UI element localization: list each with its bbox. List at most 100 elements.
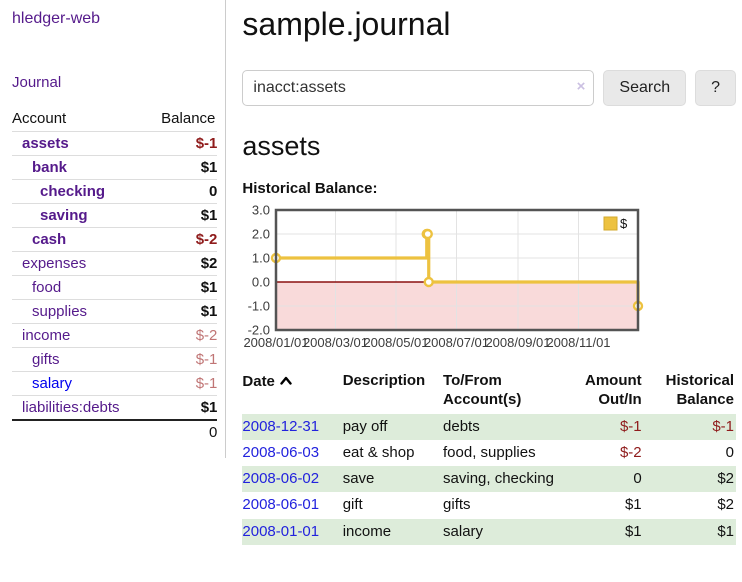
account-row: salary $-1 xyxy=(12,371,218,396)
account-balance: $-1 xyxy=(146,371,218,396)
data-point xyxy=(422,228,434,240)
transaction-balance: 0 xyxy=(725,443,734,461)
account-link-income[interactable]: income xyxy=(22,327,71,344)
account-row: gifts $-1 xyxy=(12,347,218,372)
y-tick-label: 3.0 xyxy=(252,203,270,218)
account-row: saving $1 xyxy=(12,203,218,228)
transaction-description: pay off xyxy=(342,413,444,440)
amount-header-line1: Amount xyxy=(585,372,642,389)
transaction-row: 2008-06-01 gift gifts $1 $2 xyxy=(242,492,736,518)
transaction-accounts: gifts xyxy=(443,496,471,514)
register-header-accounts: To/From Account(s) xyxy=(443,369,565,414)
transaction-balance: $1 xyxy=(643,518,736,545)
search-input[interactable] xyxy=(242,70,595,106)
register-header-description: Description xyxy=(342,372,426,389)
clear-search-icon[interactable]: × xyxy=(576,78,586,95)
accounts-header-row: Account Balance xyxy=(12,107,217,132)
y-tick-label: -1.0 xyxy=(248,299,270,314)
x-tick-label: 2008/11/01 xyxy=(547,335,611,350)
y-tick-label: 2.0 xyxy=(252,227,270,242)
data-point xyxy=(423,276,435,288)
search-box: × xyxy=(242,70,595,106)
account-balance: $-1 xyxy=(146,347,218,372)
transaction-amount: $-2 xyxy=(619,443,642,461)
account-balance: $1 xyxy=(146,155,218,180)
transaction-accounts: debts xyxy=(443,413,566,440)
transaction-accounts: saving, checking xyxy=(443,466,566,493)
sidebar: hledger-web Journal Account Balance asse… xyxy=(0,0,227,458)
transaction-amount: 0 xyxy=(565,466,644,493)
x-tick-label: 2008/09/01 xyxy=(486,335,551,350)
account-link-assets[interactable]: assets xyxy=(22,135,69,152)
account-row: income $-2 xyxy=(12,323,218,348)
register-table: Date Description To/From Account(s) Amou… xyxy=(242,369,736,545)
account-balance: $-1 xyxy=(146,131,218,156)
account-row: checking 0 xyxy=(12,179,218,204)
help-button[interactable]: ? xyxy=(695,70,736,106)
sidebar-item-journal[interactable]: Journal xyxy=(12,74,62,91)
accounts-header-balance: Balance xyxy=(161,110,216,127)
amount-header-line2: Out/In xyxy=(598,390,642,408)
account-row: bank $1 xyxy=(12,155,218,180)
account-row: supplies $1 xyxy=(12,299,218,324)
y-tick-label: 1.0 xyxy=(252,251,270,266)
x-tick-label: 2008/05/01 xyxy=(364,335,429,350)
transaction-description: income xyxy=(342,518,444,545)
transaction-date-link[interactable]: 2008-06-01 xyxy=(242,496,320,514)
account-link-food[interactable]: food xyxy=(32,279,62,296)
account-balance: $1 xyxy=(146,299,218,324)
account-link-expenses[interactable]: expenses xyxy=(22,255,87,272)
transaction-accounts: salary xyxy=(443,518,566,545)
search-button[interactable]: Search xyxy=(603,70,687,106)
account-link-cash[interactable]: cash xyxy=(32,231,67,248)
account-link-liabilities-debts[interactable]: liabilities:debts xyxy=(22,399,120,416)
account-balance: $1 xyxy=(146,395,218,420)
transaction-row: 2008-06-02 save saving, checking 0 $2 xyxy=(242,466,736,493)
transaction-date-link[interactable]: 2008-01-01 xyxy=(242,522,320,540)
account-balance: $1 xyxy=(146,275,218,300)
page-title: sample.journal xyxy=(242,6,451,42)
register-header-balance: Historical Balance xyxy=(644,369,736,414)
accounts-table: Account Balance assets $-1 bank $1 check… xyxy=(12,107,218,444)
transaction-date-link[interactable]: 2008-12-31 xyxy=(242,417,320,435)
accounts-total-row: 0 xyxy=(12,419,218,444)
legend-label: $ xyxy=(620,216,628,231)
sort-ascending-icon xyxy=(280,372,292,391)
search-form: × Search ? xyxy=(242,70,736,106)
accounts-total-value: 0 xyxy=(146,419,218,444)
balance-header-line1: Historical xyxy=(665,372,734,389)
legend-swatch xyxy=(603,216,618,231)
transaction-date-link[interactable]: 2008-06-03 xyxy=(242,443,320,461)
register-header-amount: Amount Out/In xyxy=(565,369,643,414)
historical-balance-chart: $3.0 2.0 1.0 0.0 -1.0 -2.0 2008/01/01 2008/03/0… xyxy=(242,203,736,355)
account-row: cash $-2 xyxy=(12,227,218,252)
account-link-saving[interactable]: saving xyxy=(40,207,88,224)
x-tick-label: 2008/01/01 xyxy=(244,335,309,350)
x-tick-label: 2008/03/01 xyxy=(303,335,368,350)
account-balance: 0 xyxy=(146,179,218,204)
account-link-supplies[interactable]: supplies xyxy=(32,303,88,320)
account-row: assets $-1 xyxy=(12,131,218,156)
x-tick-label: 2008/07/01 xyxy=(424,335,489,350)
transaction-accounts: food, supplies xyxy=(443,443,536,461)
transaction-description: gift xyxy=(342,496,363,514)
account-link-salary[interactable]: salary xyxy=(32,375,73,392)
account-link-bank[interactable]: bank xyxy=(32,159,68,176)
accounts-header-line2: Account(s) xyxy=(443,390,522,408)
transaction-date-link[interactable]: 2008-06-02 xyxy=(242,470,320,487)
app-window: hledger-web Journal Account Balance asse… xyxy=(0,0,742,555)
transaction-description: save xyxy=(342,466,444,493)
transaction-row: 2008-06-03 eat & shop food, supplies $-2… xyxy=(242,440,736,466)
transaction-balance: $-1 xyxy=(643,413,736,440)
account-balance: $-2 xyxy=(146,227,218,252)
plot-border xyxy=(275,208,640,332)
account-link-checking[interactable]: checking xyxy=(40,183,106,200)
transaction-balance: $2 xyxy=(717,496,734,514)
main-content: sample.journal × Search ? assets Histori… xyxy=(226,0,742,555)
account-link-gifts[interactable]: gifts xyxy=(32,351,60,368)
account-balance: $-2 xyxy=(146,323,218,348)
register-header-date[interactable]: Date xyxy=(242,369,342,414)
register-header-row: Date Description To/From Account(s) Amou… xyxy=(242,369,736,414)
transaction-row: 2008-01-01 income salary $1 $1 xyxy=(242,518,736,545)
brand-link[interactable]: hledger-web xyxy=(12,10,101,27)
